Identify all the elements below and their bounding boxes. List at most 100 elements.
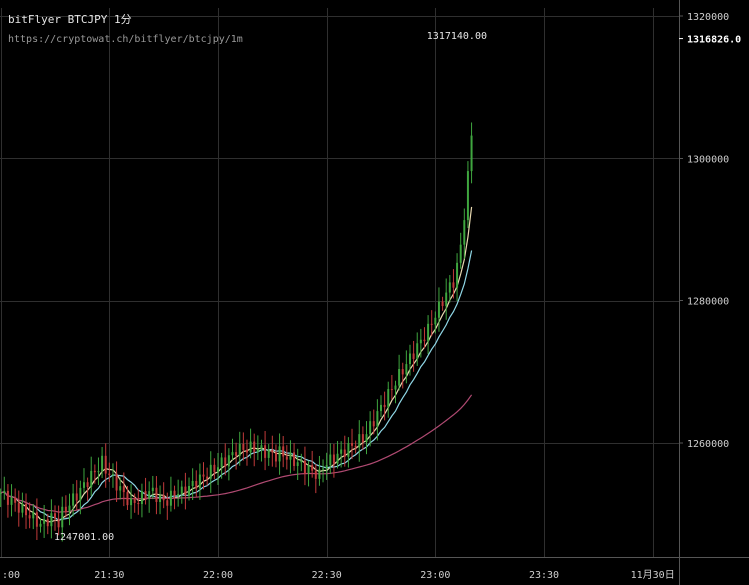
candle-body xyxy=(347,443,350,457)
candle-body xyxy=(274,452,277,462)
candle-body xyxy=(311,465,314,471)
candle-body xyxy=(256,449,259,453)
candle-body xyxy=(122,486,125,493)
candle-body xyxy=(86,482,89,487)
candle-body xyxy=(322,468,325,470)
candle-body xyxy=(28,515,31,519)
x-tick-label: 21:30 xyxy=(94,570,124,581)
candle-body xyxy=(394,385,397,390)
candle-body xyxy=(119,486,122,491)
candle-body xyxy=(470,135,473,172)
chart-url: https://cryptowat.ch/bitflyer/btcjpy/1m xyxy=(8,34,243,45)
candle-body xyxy=(79,487,82,501)
candle-body xyxy=(271,449,274,453)
candle-body xyxy=(318,469,321,479)
candle-body xyxy=(416,343,419,359)
candle-body xyxy=(177,493,180,496)
candle-body xyxy=(10,497,13,505)
candle-body xyxy=(289,452,292,460)
candle-body xyxy=(390,389,393,391)
candle-body xyxy=(206,476,209,479)
candle-body xyxy=(405,364,408,375)
candle-body xyxy=(401,369,404,375)
candle-body xyxy=(61,506,64,528)
candle-body xyxy=(148,491,151,499)
candle-body xyxy=(224,457,227,467)
x-tick-label: 11月30日 xyxy=(631,569,675,581)
candle-body xyxy=(329,454,332,466)
candle-body xyxy=(126,492,129,506)
candles xyxy=(0,122,473,542)
candle-body xyxy=(140,491,143,505)
candle-body xyxy=(419,339,422,344)
candle-body xyxy=(441,301,444,307)
candle-body xyxy=(32,512,35,519)
candle-body xyxy=(437,301,440,318)
candle-body xyxy=(387,389,390,408)
candle-body xyxy=(445,292,448,307)
candle-body xyxy=(198,474,201,489)
candle-body xyxy=(191,480,194,487)
candle-body xyxy=(343,449,346,457)
chart-title: bitFlyer BTCJPY 1分 xyxy=(8,13,132,26)
candle-body xyxy=(380,404,382,412)
x-tick-label: 23:00 xyxy=(420,570,450,581)
y-tick-label: 1300000 xyxy=(687,154,729,165)
candle-body xyxy=(166,500,169,506)
ma-line-5 xyxy=(0,206,473,523)
candle-body xyxy=(314,470,317,479)
candle-body xyxy=(68,505,71,512)
candle-body xyxy=(253,441,256,453)
candle-body xyxy=(245,449,248,453)
candle-body xyxy=(227,455,230,467)
candle-body xyxy=(296,462,299,466)
candle-body xyxy=(54,513,56,519)
candle-body xyxy=(3,490,6,493)
candle-body xyxy=(0,492,2,494)
candle-body xyxy=(104,455,107,474)
candle-body xyxy=(278,446,281,462)
candle-body xyxy=(267,449,270,458)
candle-body xyxy=(209,464,212,479)
candle-body xyxy=(173,490,176,496)
candle-body xyxy=(372,421,375,427)
y-tick-label: 1320000 xyxy=(687,12,729,23)
candle-body xyxy=(159,495,162,502)
candle-body xyxy=(336,453,339,464)
candle-body xyxy=(46,519,49,527)
candle-body xyxy=(72,493,75,506)
candle-body xyxy=(64,506,67,512)
candle-body xyxy=(452,282,455,288)
x-tick-label: 22:00 xyxy=(203,570,233,581)
x-tick-label: :00 xyxy=(2,570,20,581)
candle-body xyxy=(235,452,238,456)
candle-body xyxy=(434,317,437,325)
moving-averages xyxy=(0,206,473,523)
candle-body xyxy=(448,282,451,293)
candle-body xyxy=(144,491,147,499)
candle-body xyxy=(155,487,158,502)
candle-body xyxy=(25,503,28,516)
candle-body xyxy=(75,493,78,501)
candle-body xyxy=(242,443,245,450)
candle-body xyxy=(293,452,296,466)
candle-body xyxy=(21,503,24,513)
x-tick-label: 22:30 xyxy=(312,570,342,581)
candle-body xyxy=(184,486,187,496)
grid xyxy=(0,8,679,557)
candle-body xyxy=(463,220,466,245)
candle-body xyxy=(430,323,433,325)
candle-body xyxy=(39,523,42,527)
candle-body xyxy=(108,473,111,476)
candle-body xyxy=(260,445,263,450)
candle-body xyxy=(115,474,118,491)
candle-body xyxy=(466,171,469,221)
candle-body xyxy=(137,502,140,505)
candle-body xyxy=(151,487,154,492)
candle-body xyxy=(130,498,133,506)
candle-body xyxy=(264,445,267,458)
candle-body xyxy=(202,474,205,477)
candle-body xyxy=(188,486,191,496)
candle-body xyxy=(213,464,216,473)
